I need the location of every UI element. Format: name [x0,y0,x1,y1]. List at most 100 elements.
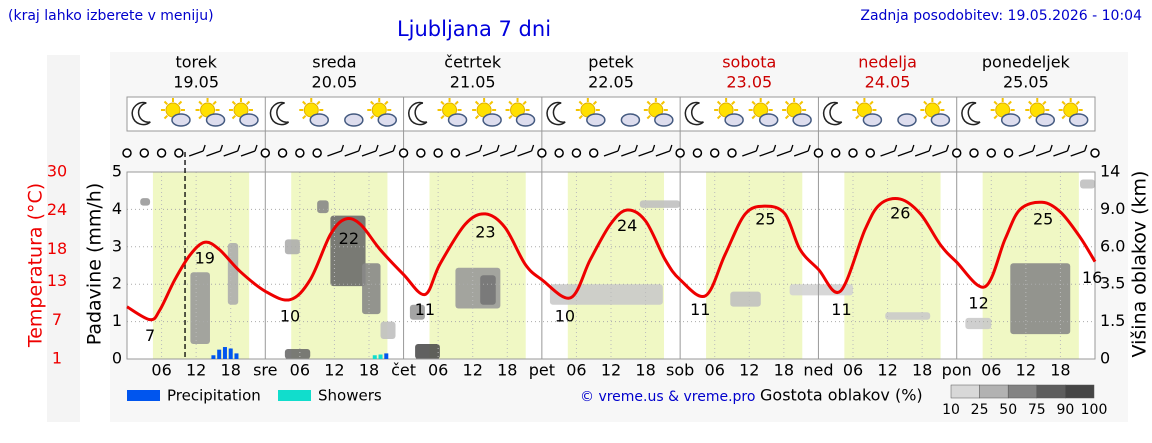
wind-calm [312,148,322,158]
sun-ray [784,114,790,120]
cloud-icon [1068,113,1089,127]
x-tick-label: 12 [324,361,344,380]
sun-ray [751,114,756,120]
sun-ray [1061,114,1066,120]
x-tick-label: 06 [428,361,448,380]
x-tick-label: 18 [635,361,655,380]
legend-swatch [127,390,160,401]
wind-calm [727,148,737,158]
cloud-tick-label: 6.0 [1100,236,1125,255]
x-tick-label: 12 [463,361,483,380]
wind-calm [277,148,288,158]
sun-ray [370,114,375,120]
daylight-band [844,172,941,359]
moon-icon [269,101,290,126]
precip-tick-label: 0 [112,349,122,368]
sun-ray [869,100,874,106]
daylight-band [429,172,526,359]
left-strip [47,55,80,422]
sun-ray [302,100,307,106]
wind-barb [655,144,673,157]
wind-calm [260,148,271,158]
cloud-cell [190,272,210,345]
daylight-band [567,172,665,359]
day-name: sobota [722,53,776,72]
wind-barb [932,144,950,157]
temperature-line [126,197,1097,322]
wind-barb [621,144,638,157]
wind-barb [1035,144,1053,157]
wind-barb [500,144,517,157]
wind-calm [554,148,564,158]
moon-icon [822,101,843,126]
cloud-cell [965,317,992,330]
moon-icon [408,101,428,126]
cloud-icon [620,113,641,127]
cloud-cell [549,284,663,305]
temp-label: 22 [339,229,359,248]
x-tick-label: 12 [739,361,759,380]
wind-calm [986,148,997,158]
temp-tick-label: 30 [47,162,67,181]
temp-tick-label: 24 [47,200,67,219]
cloud-icon [930,113,951,127]
cloud-tick-label: 9.0 [1100,199,1125,218]
sun-ray [316,100,321,106]
precip-bar [372,355,377,359]
wind-barb [482,144,500,157]
temp-label: 25 [755,210,775,229]
precip-bar [217,349,222,359]
sun-ray [660,100,666,106]
sun-ray [163,100,169,106]
cloud-cell [409,304,425,320]
cloud-cell [1080,179,1095,189]
x-tick-label: 06 [705,361,725,380]
temp-label: 23 [475,223,495,242]
temp-axis-label: Temperatura (°C) [25,183,47,348]
density-tick-label: 25 [971,402,989,418]
density-tick-label: 75 [1028,402,1046,418]
day-date: 21.05 [450,73,496,92]
header-updated: Zadnja posodobitev: 19.05.2026 - 10:04 [860,8,1142,24]
density-swatch [950,384,980,399]
sun-ray [489,100,494,106]
temp-tick-label: 7 [52,310,62,329]
cloud-icon [586,113,606,127]
x-tick-label: 18 [912,361,932,380]
cloud-icon [862,113,883,127]
temp-label: 24 [617,216,637,235]
wind-barb [742,144,759,157]
wind-barb [914,144,932,157]
wind-barb [206,144,224,157]
cloud-cell [330,215,366,287]
density-swatch [1007,384,1038,399]
cloud-icon [515,113,536,127]
cloud-icon [344,113,364,127]
wind-barb [638,144,656,157]
sun-ray [474,114,480,120]
sun-ray [212,100,217,106]
moon-icon [961,101,981,126]
cloud-tick-label: 3.5 [1100,274,1125,293]
wind-calm [295,148,305,158]
sun-ray [784,100,790,106]
x-tick-label: 06 [981,361,1001,380]
wind-calm [571,148,582,158]
precip-bar [384,353,389,359]
wind-barb [897,144,915,157]
cloud-icon [758,113,779,127]
sun-ray [508,100,513,106]
density-swatch [979,384,1009,399]
sun-ray [370,100,375,106]
sun-ray [937,100,942,106]
sun-ray [474,100,480,106]
moon-icon [546,101,566,126]
sun-ray [198,114,203,120]
sun-ray [454,100,459,106]
x-tick-label: sob [666,361,694,380]
cloud-axis-label: Višina oblakov (km) [1129,171,1151,358]
sun-ray [1061,100,1066,106]
x-tick-label: 12 [877,361,897,380]
credit: © vreme.us & vreme.pro [580,389,755,405]
precip-tick-label: 3 [112,236,122,255]
